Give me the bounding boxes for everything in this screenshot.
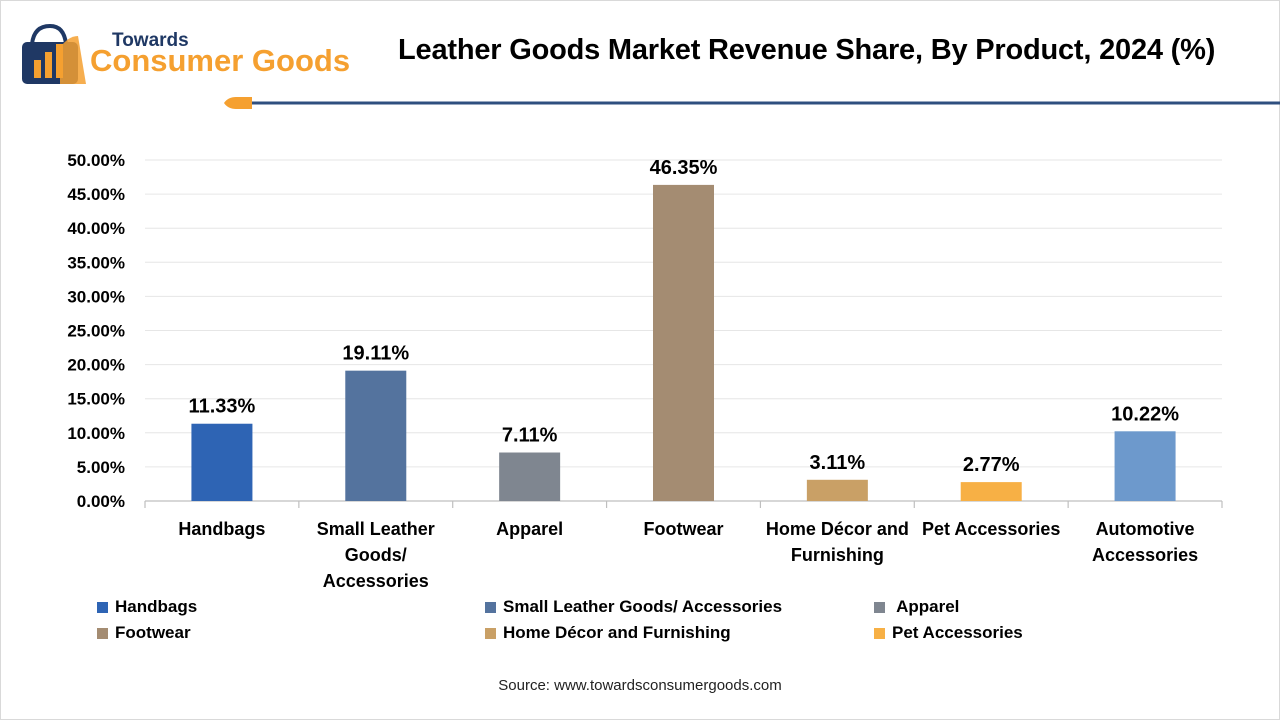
bar-7 [1114, 431, 1176, 501]
y-tick-label: 25.00% [67, 322, 125, 341]
y-tick-label: 0.00% [77, 492, 125, 511]
y-tick-label: 15.00% [67, 390, 125, 409]
shopping-bag-icon [22, 23, 86, 84]
bar-3 [499, 452, 561, 501]
data-label: 2.77% [963, 454, 1020, 476]
x-tick-label: Accessories [323, 571, 429, 591]
x-tick-label: Handbags [178, 519, 265, 539]
data-label: 10.22% [1111, 403, 1179, 425]
y-tick-label: 30.00% [67, 287, 125, 306]
data-label: 19.11% [342, 343, 409, 365]
y-tick-label: 35.00% [67, 253, 125, 272]
bar-1 [191, 423, 253, 501]
x-tick-label: Automotive [1096, 519, 1195, 539]
x-tick-label: Accessories [1092, 545, 1198, 565]
x-tick-label: Small Leather [317, 519, 435, 539]
data-label: 46.35% [650, 157, 718, 179]
x-tick-label: Goods/ [345, 545, 407, 565]
source-note: Source: www.towardsconsumergoods.com [498, 677, 782, 694]
y-tick-label: 5.00% [77, 458, 125, 477]
data-label: 3.11% [810, 452, 866, 474]
x-tick-label: Home Décor and [766, 519, 909, 539]
y-tick-label: 40.00% [67, 219, 125, 238]
bar-2 [345, 370, 407, 501]
y-tick-label: 45.00% [67, 185, 125, 204]
bar-5 [806, 479, 868, 501]
brand-logo: Towards Consumer Goods [22, 23, 350, 84]
bar-6 [960, 482, 1022, 501]
x-tick-label: Furnishing [791, 545, 884, 565]
brand-line1: Towards [112, 30, 189, 51]
brand-line2: Consumer Goods [90, 43, 350, 78]
y-tick-label: 20.00% [67, 356, 125, 375]
header-rule [224, 97, 1280, 109]
y-tick-label: 50.00% [67, 151, 125, 170]
page-title: Leather Goods Market Revenue Share, By P… [398, 34, 1216, 66]
y-tick-label: 10.00% [67, 424, 125, 443]
x-tick-label: Pet Accessories [922, 519, 1060, 539]
x-tick-label: Footwear [643, 519, 723, 539]
bar-4 [653, 184, 714, 501]
data-label: 11.33% [189, 396, 256, 418]
x-tick-label: Apparel [496, 519, 563, 539]
data-label: 7.11% [502, 425, 558, 447]
